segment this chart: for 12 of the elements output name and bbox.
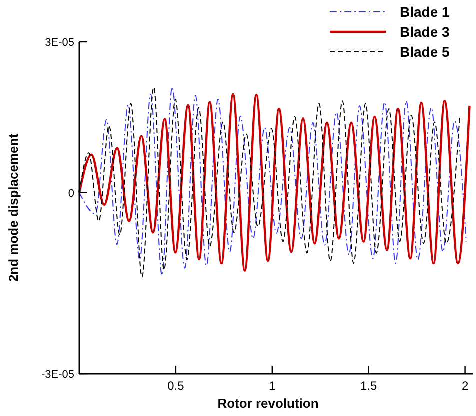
x-tick-label: 0.5 bbox=[168, 379, 185, 393]
y-tick-label: 0 bbox=[68, 188, 74, 200]
legend-label: Blade 1 bbox=[400, 4, 450, 20]
y-tick-label: -3E-05 bbox=[41, 369, 74, 381]
x-tick-label: 1.5 bbox=[360, 379, 378, 393]
y-axis-title: 2nd mode displacement bbox=[6, 133, 21, 282]
x-tick-label: 1 bbox=[269, 379, 276, 393]
x-axis-title: Rotor revolution bbox=[218, 396, 319, 411]
legend-label: Blade 3 bbox=[400, 24, 450, 40]
y-tick-label: 3E-05 bbox=[45, 37, 74, 49]
legend-label: Blade 5 bbox=[400, 44, 450, 60]
x-tick-label: 2 bbox=[462, 379, 469, 393]
